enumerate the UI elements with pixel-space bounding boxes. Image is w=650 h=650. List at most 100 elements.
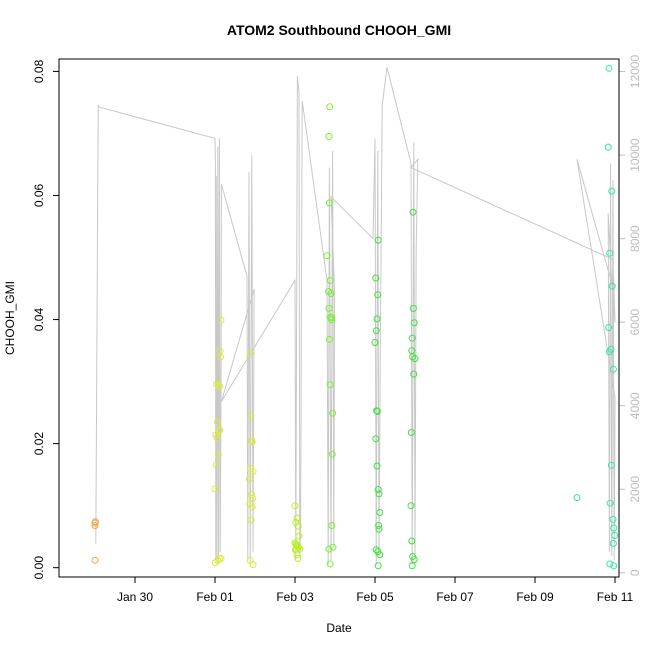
- data-point: [91, 522, 99, 529]
- data-point: [247, 412, 255, 420]
- data-point: [216, 426, 224, 434]
- x-tick-label: Feb 07: [436, 590, 474, 604]
- chart-title: ATOM2 Southbound CHOOH_GMI: [227, 22, 451, 38]
- x-axis-label: Date: [326, 621, 352, 635]
- data-point: [216, 383, 224, 390]
- data-point: [373, 462, 381, 470]
- data-point: [291, 546, 299, 554]
- data-point: [376, 509, 384, 516]
- data-point: [326, 560, 334, 568]
- data-point: [214, 451, 222, 459]
- data-point: [329, 409, 337, 417]
- data-point: [328, 314, 336, 322]
- data-point: [373, 407, 381, 415]
- data-point: [247, 516, 255, 524]
- data-point: [329, 543, 337, 551]
- y-tick-label: 0.08: [32, 59, 46, 83]
- data-point: [291, 502, 299, 510]
- data-point: [375, 490, 383, 498]
- data-point: [293, 514, 301, 522]
- y2-tick-label: 12000: [628, 55, 642, 89]
- data-point: [326, 381, 334, 389]
- data-point: [328, 450, 336, 458]
- y2-tick-label: 6000: [628, 309, 642, 336]
- data-point: [373, 407, 381, 415]
- data-point: [326, 277, 334, 284]
- y2-tick-label: 10000: [628, 138, 642, 172]
- x-tick-label: Feb 03: [276, 590, 314, 604]
- data-point: [325, 545, 333, 553]
- data-point: [213, 434, 221, 442]
- data-point: [606, 560, 614, 568]
- data-point: [605, 324, 613, 332]
- data-point: [408, 537, 416, 545]
- data-point: [372, 546, 380, 554]
- y-tick-label: 0.06: [32, 183, 46, 207]
- data-point: [373, 315, 381, 323]
- data-point: [326, 103, 334, 111]
- data-point: [211, 485, 219, 493]
- data-point: [293, 551, 301, 559]
- data-point: [215, 381, 223, 389]
- data-point: [91, 556, 99, 564]
- data-point: [410, 370, 418, 378]
- x-tick-label: Feb 11: [597, 590, 634, 604]
- data-point: [217, 554, 225, 562]
- data-point: [608, 187, 616, 195]
- data-point: [217, 316, 225, 324]
- data-point: [245, 475, 253, 483]
- data-point: [294, 522, 302, 530]
- data-point: [248, 503, 256, 511]
- data-point: [248, 438, 256, 446]
- data-point: [608, 282, 616, 290]
- data-point: [325, 304, 333, 312]
- data-point: [325, 133, 333, 140]
- data-point: [374, 486, 382, 493]
- data-point: [374, 236, 382, 244]
- data-point: [374, 291, 382, 299]
- data-point: [407, 502, 415, 510]
- data-point: [292, 518, 300, 526]
- data-point: [410, 319, 418, 327]
- data-point: [607, 461, 615, 469]
- x-tick-label: Feb 01: [196, 590, 234, 604]
- data-point: [409, 208, 417, 216]
- data-point: [407, 429, 415, 436]
- data-point: [91, 518, 99, 526]
- data-point: [604, 143, 612, 151]
- data-point: [372, 327, 380, 335]
- plot-frame: [58, 58, 620, 578]
- data-point: [215, 427, 223, 435]
- y2-tick-label: 4000: [628, 392, 642, 419]
- data-point: [216, 347, 224, 355]
- data-point: [212, 461, 220, 469]
- data-point: [211, 559, 219, 567]
- data-point: [410, 556, 418, 564]
- data-point: [409, 304, 417, 312]
- data-point: [249, 468, 257, 475]
- data-point: [323, 252, 331, 260]
- data-point: [249, 494, 257, 502]
- data-point: [372, 274, 380, 282]
- data-point: [374, 562, 382, 570]
- data-point: [328, 522, 336, 529]
- data-point: [294, 554, 302, 562]
- data-point: [325, 199, 333, 207]
- y-tick-label: 0.00: [32, 556, 46, 580]
- data-point: [325, 335, 333, 343]
- data-point: [372, 435, 380, 443]
- y-tick-label: 0.02: [32, 432, 46, 456]
- data-point: [376, 551, 384, 559]
- data-point: [213, 418, 221, 426]
- data-point: [606, 249, 614, 257]
- data-point: [606, 499, 614, 507]
- y2-tick-label: 0: [628, 569, 642, 576]
- x-tick-label: Feb 09: [516, 590, 554, 604]
- data-point: [610, 524, 618, 532]
- data-point: [609, 365, 617, 373]
- y-tick-label: 0.04: [32, 308, 46, 332]
- data-point: [408, 562, 416, 570]
- data-point: [247, 491, 255, 498]
- x-tick-label: Feb 05: [356, 590, 394, 604]
